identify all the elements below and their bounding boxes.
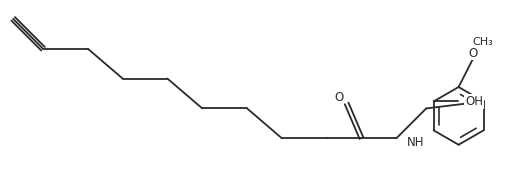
Text: OH: OH xyxy=(465,95,483,108)
Text: O: O xyxy=(334,91,344,104)
Text: CH₃: CH₃ xyxy=(472,37,493,47)
Text: O: O xyxy=(468,47,477,60)
Text: NH: NH xyxy=(407,136,425,149)
